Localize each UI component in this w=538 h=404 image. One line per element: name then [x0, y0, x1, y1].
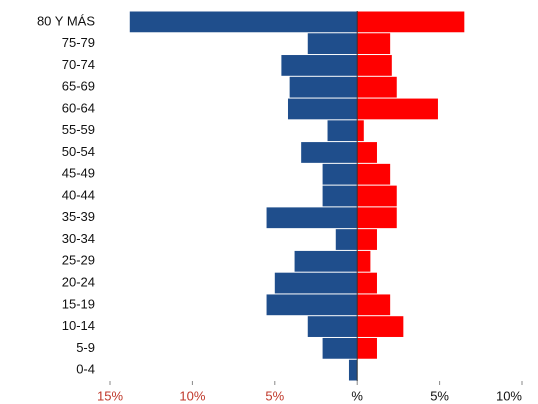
bar	[287, 98, 358, 120]
bar	[357, 163, 391, 185]
x-tick-label: 5%	[265, 388, 284, 403]
y-tick-label: 70-74	[62, 57, 95, 72]
y-tick-label: 60-64	[62, 100, 95, 115]
bar	[357, 250, 371, 272]
bar	[357, 33, 391, 55]
y-tick-label: 55-59	[62, 122, 95, 137]
bar	[335, 229, 358, 250]
bar	[357, 185, 397, 207]
x-tick-label: 10%	[179, 388, 205, 403]
bar	[357, 272, 377, 294]
y-tick-label: 80 Y MÁS	[37, 13, 95, 28]
y-tick-label: 5-9	[76, 340, 95, 355]
y-tick-label: 50-54	[62, 144, 95, 159]
bar	[322, 337, 358, 359]
bar	[327, 120, 358, 142]
y-tick-label: 65-69	[62, 79, 95, 94]
y-tick-label: 20-24	[62, 274, 95, 289]
bar	[357, 98, 438, 120]
bar	[357, 207, 397, 229]
bar	[266, 207, 358, 229]
y-tick-label: 0-4	[76, 362, 95, 377]
bar	[274, 272, 358, 294]
bar	[322, 185, 358, 207]
x-tick-label: 5%	[430, 388, 449, 403]
bar	[322, 163, 358, 185]
bar	[357, 55, 392, 76]
x-tick-label: 15%	[97, 388, 123, 403]
bar	[357, 11, 465, 33]
bar	[357, 316, 404, 337]
bar	[129, 11, 358, 33]
bar	[357, 76, 397, 98]
y-tick-label: 75-79	[62, 35, 95, 50]
bar	[357, 120, 364, 142]
bar	[289, 76, 358, 98]
bar	[281, 55, 358, 76]
y-tick-label: 40-44	[62, 187, 95, 202]
y-tick-label: 25-29	[62, 253, 95, 268]
y-tick-label: 45-49	[62, 166, 95, 181]
bar	[307, 33, 358, 55]
bar	[357, 229, 377, 250]
bar	[301, 142, 358, 163]
y-tick-label: 35-39	[62, 209, 95, 224]
y-tick-label: 30-34	[62, 231, 95, 246]
bar	[307, 316, 358, 337]
bar	[357, 294, 391, 316]
bar	[294, 250, 358, 272]
bar	[348, 359, 358, 381]
x-tick-label: %	[351, 388, 363, 403]
y-tick-label: 10-14	[62, 318, 95, 333]
bar	[357, 142, 377, 163]
y-tick-label: 15-19	[62, 296, 95, 311]
bar	[266, 294, 358, 316]
x-tick-label: 10%	[496, 388, 522, 403]
bar	[357, 337, 377, 359]
